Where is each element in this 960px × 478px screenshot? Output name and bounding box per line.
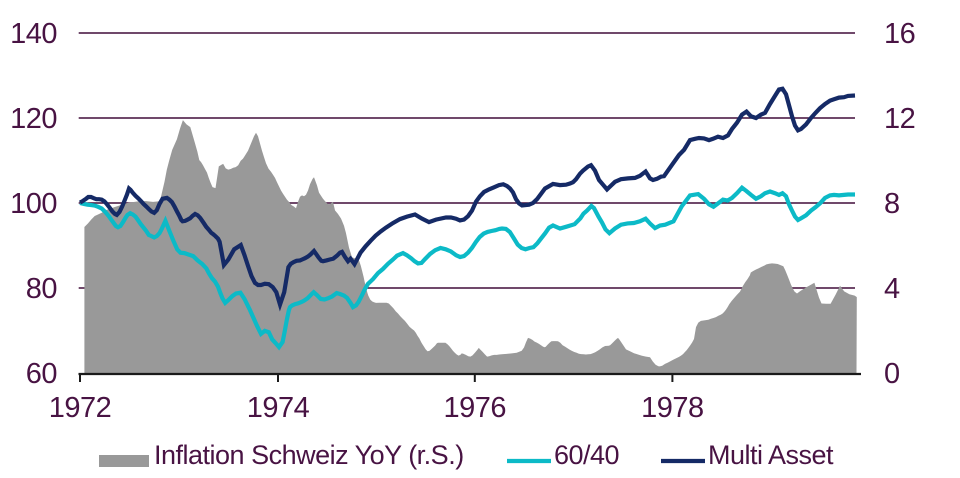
svg-text:Inflation Schweiz YoY (r.S.): Inflation Schweiz YoY (r.S.)	[154, 440, 464, 470]
svg-text:16: 16	[884, 18, 915, 50]
svg-text:1978: 1978	[641, 392, 704, 424]
svg-text:140: 140	[10, 18, 57, 50]
svg-text:1972: 1972	[49, 392, 112, 424]
svg-text:12: 12	[884, 103, 915, 135]
svg-text:4: 4	[884, 273, 900, 305]
svg-text:120: 120	[10, 103, 57, 135]
svg-text:1974: 1974	[247, 392, 310, 424]
svg-text:60: 60	[26, 358, 57, 390]
svg-text:80: 80	[26, 273, 57, 305]
svg-text:1976: 1976	[444, 392, 507, 424]
svg-text:60/40: 60/40	[554, 440, 619, 470]
svg-text:0: 0	[884, 358, 900, 390]
svg-text:100: 100	[10, 188, 57, 220]
svg-text:8: 8	[884, 188, 900, 220]
svg-text:Multi Asset: Multi Asset	[708, 440, 834, 470]
